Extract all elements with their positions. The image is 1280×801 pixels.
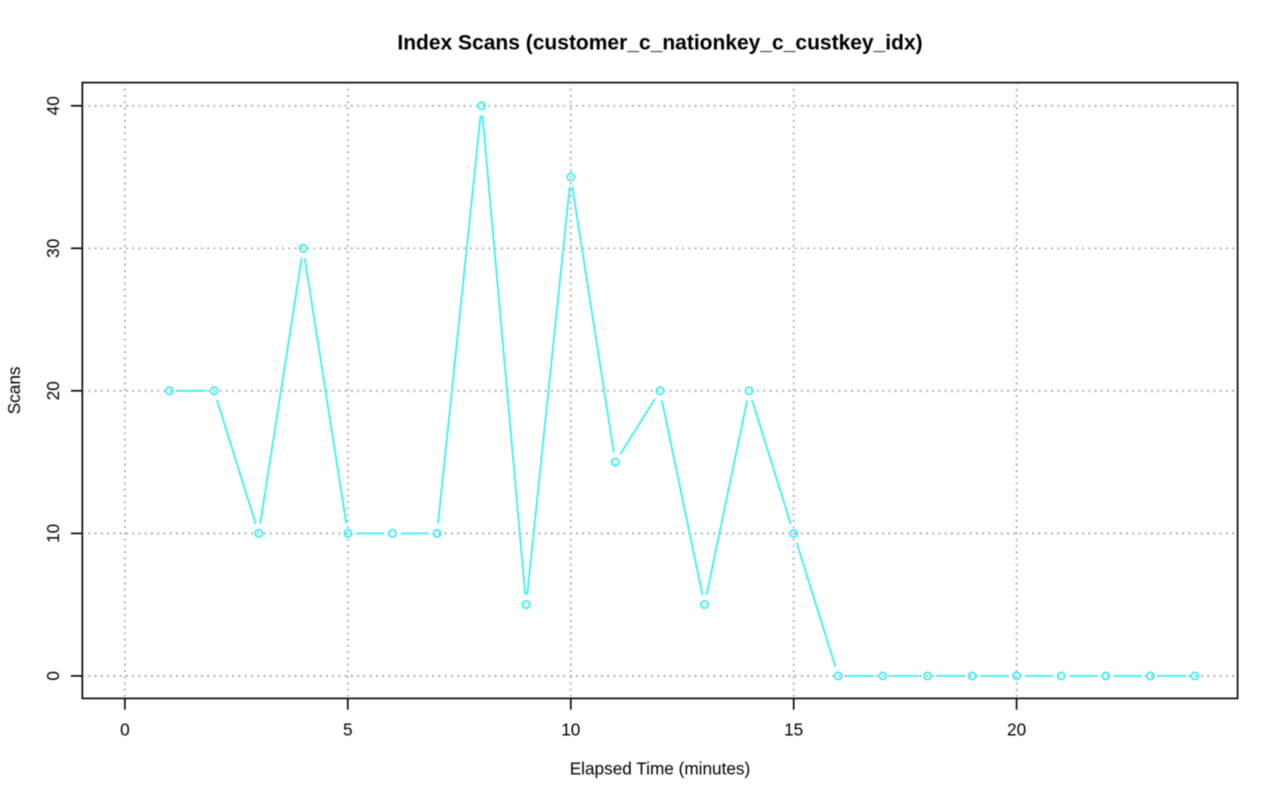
svg-text:15: 15 [784,720,803,740]
svg-text:40: 40 [43,96,63,115]
svg-text:10: 10 [561,720,580,740]
svg-text:20: 20 [43,381,63,400]
svg-text:0: 0 [43,671,63,681]
svg-text:5: 5 [343,720,353,740]
svg-text:30: 30 [43,239,63,258]
svg-text:10: 10 [43,524,63,543]
svg-text:20: 20 [1007,720,1026,740]
svg-text:Index Scans (customer_c_nation: Index Scans (customer_c_nationkey_c_cust… [397,32,922,55]
svg-text:Scans: Scans [4,367,24,415]
svg-text:0: 0 [120,720,130,740]
svg-text:Elapsed Time (minutes): Elapsed Time (minutes) [570,759,751,779]
